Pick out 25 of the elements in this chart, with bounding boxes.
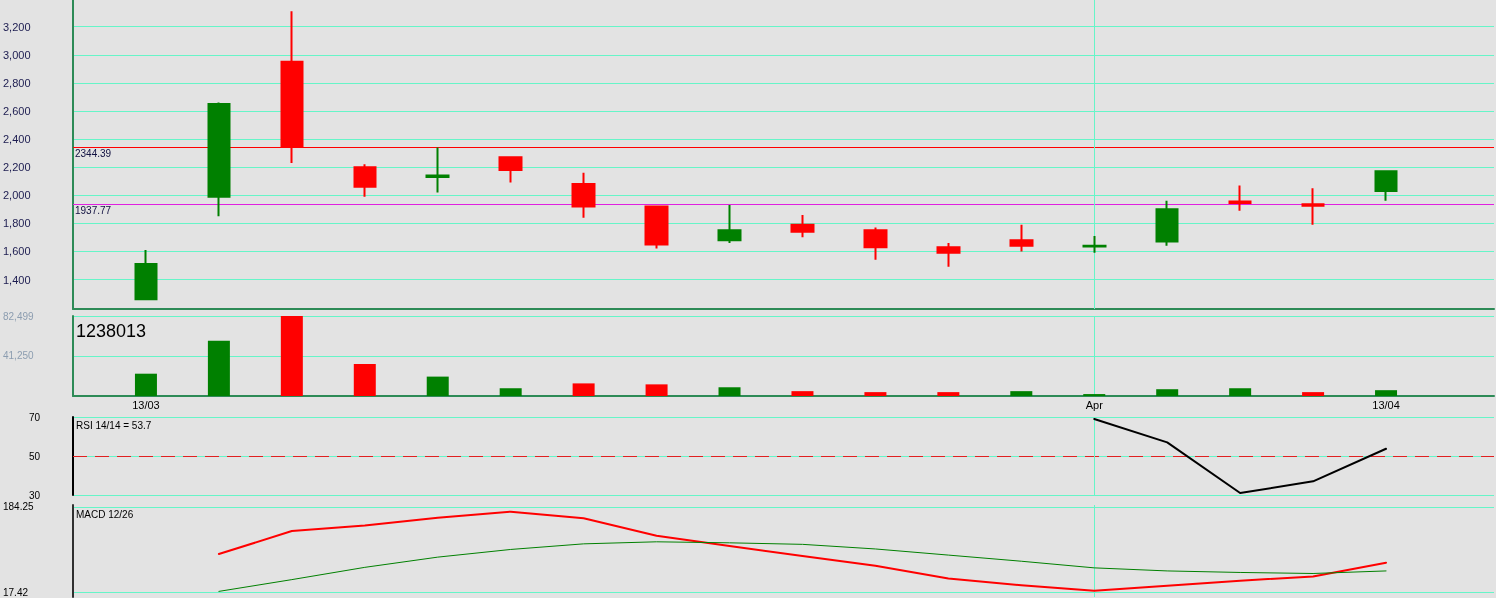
y-tick-label: 50 [29, 450, 41, 462]
chart-title: MACD 12/26 [76, 508, 134, 520]
x-tick-label: Apr [1085, 398, 1104, 411]
y-tick-label: 3,200 [3, 20, 31, 33]
y-tick-label: 2,000 [3, 189, 31, 202]
x-tick-label: 13/03 [132, 398, 160, 411]
y-tick-label: 184.25 [3, 501, 35, 513]
y-tick-label: 1,800 [3, 217, 31, 230]
y-tick-label: 2,800 [3, 76, 31, 89]
y-tick-label: 3,000 [3, 48, 31, 61]
chart-title: RSI 14/14 = 53.7 [76, 419, 152, 431]
y-tick-label: 2,600 [3, 104, 31, 117]
y-tick-label: 70 [29, 411, 41, 423]
chart-title: 1238013 [76, 321, 147, 341]
y-tick-label: 1,600 [3, 245, 31, 258]
y-tick-label: 82,499 [3, 310, 35, 322]
y-tick-label: 2,200 [3, 161, 31, 174]
ref-line-label: 1937.77 [75, 205, 112, 217]
y-tick-label: 2,400 [3, 133, 31, 146]
y-tick-label: 17.42 [3, 586, 29, 598]
y-tick-label: 30 [29, 489, 41, 501]
y-tick-label: 1,400 [3, 273, 31, 286]
x-tick-label: 13/04 [1372, 398, 1400, 411]
ref-line-label: 2344.39 [75, 148, 112, 160]
y-tick-label: 41,250 [3, 350, 35, 362]
